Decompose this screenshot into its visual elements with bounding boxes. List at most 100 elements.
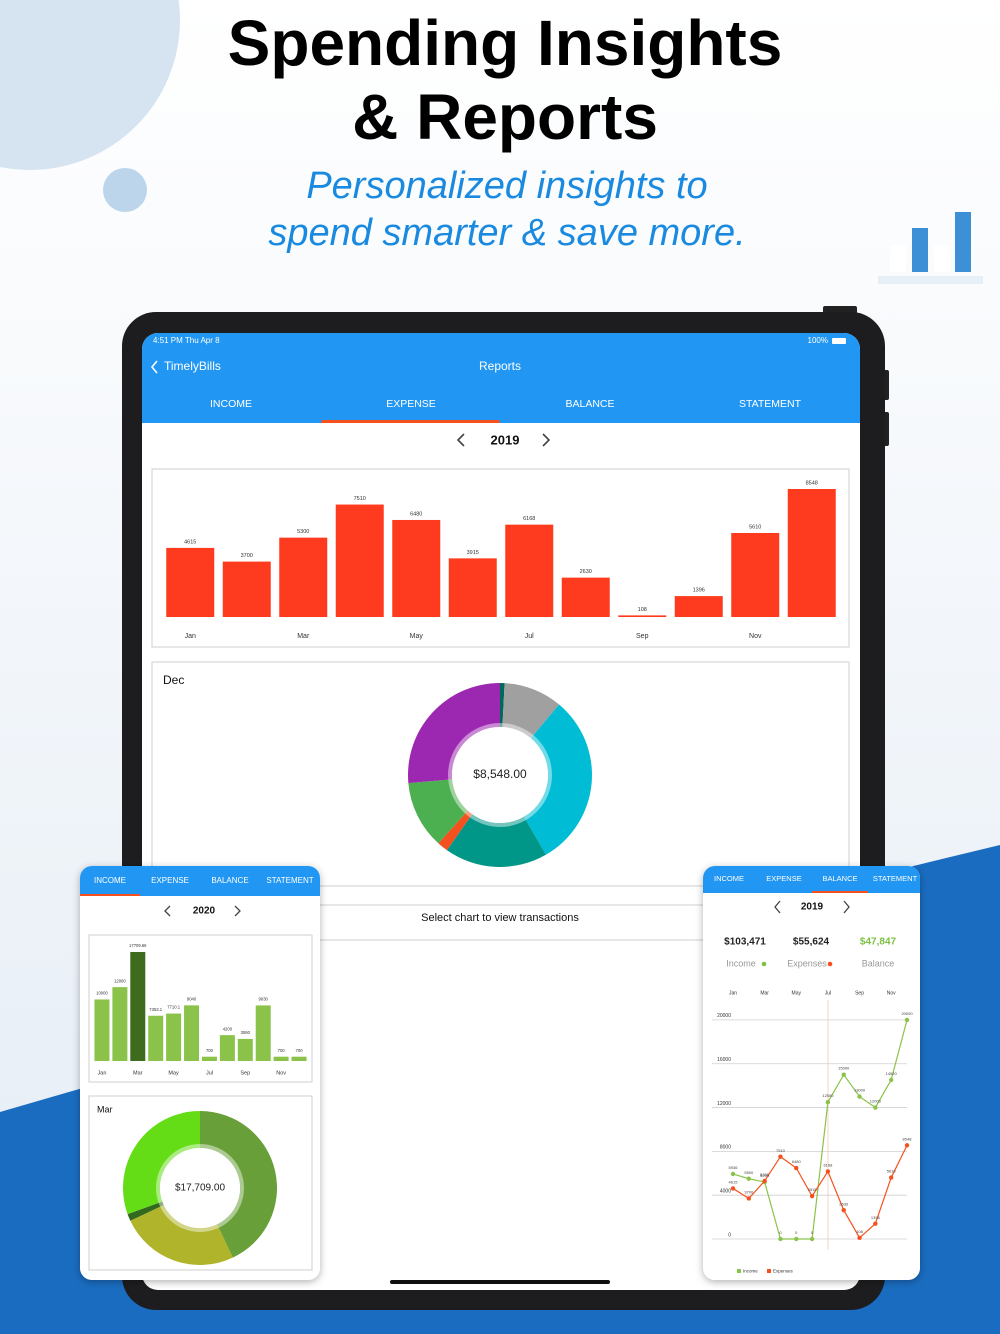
bar-label: 9030: [259, 997, 269, 1002]
donut-slice[interactable]: [502, 683, 560, 739]
point[interactable]: [794, 1236, 799, 1242]
point[interactable]: [904, 1143, 910, 1148]
bar[interactable]: [219, 1035, 235, 1061]
point[interactable]: [762, 1178, 767, 1184]
bar[interactable]: [335, 504, 384, 617]
bar[interactable]: [561, 577, 610, 617]
bar-label: 4200: [223, 1026, 233, 1031]
bar[interactable]: [392, 519, 441, 617]
x-tick-label: May: [410, 633, 424, 640]
donut-slice[interactable]: [127, 1201, 164, 1221]
bar[interactable]: [279, 537, 328, 617]
tab[interactable]: BALANCE: [565, 398, 614, 410]
tab[interactable]: INCOME: [714, 874, 744, 883]
point[interactable]: [841, 1207, 846, 1213]
point-label: 108: [856, 1229, 863, 1234]
point-label: 5500: [744, 1170, 754, 1175]
donut-slice[interactable]: [523, 704, 593, 855]
bar[interactable]: [291, 1056, 307, 1061]
point[interactable]: [888, 1077, 894, 1083]
point[interactable]: [778, 1236, 783, 1242]
point[interactable]: [825, 1099, 831, 1105]
summary-label: Income: [726, 958, 756, 968]
tab[interactable]: INCOME: [210, 398, 252, 410]
bar[interactable]: [618, 615, 667, 617]
donut-slice[interactable]: [438, 810, 473, 851]
donut-slice[interactable]: [122, 1111, 200, 1215]
legend-label: Expenses: [773, 1269, 794, 1274]
point[interactable]: [888, 1175, 894, 1180]
bar-label: 7710.1: [167, 1005, 180, 1010]
tab[interactable]: BALANCE: [211, 876, 248, 885]
bar[interactable]: [237, 1038, 253, 1061]
decor-circle: [0, 0, 180, 170]
tab[interactable]: EXPENSE: [386, 398, 436, 410]
summary-dot: [827, 961, 833, 967]
point[interactable]: [794, 1165, 799, 1171]
point[interactable]: [904, 1017, 910, 1023]
point[interactable]: [730, 1186, 736, 1191]
bar[interactable]: [166, 547, 215, 617]
point-label: 5200: [760, 1173, 770, 1178]
point[interactable]: [825, 1169, 831, 1174]
bar[interactable]: [222, 561, 271, 617]
tab[interactable]: STATEMENT: [266, 876, 313, 885]
next-year[interactable]: [542, 433, 551, 447]
bar[interactable]: [148, 1015, 164, 1061]
donut-slice[interactable]: [200, 1111, 278, 1258]
tab[interactable]: EXPENSE: [766, 874, 801, 883]
bar[interactable]: [674, 596, 723, 617]
donut-slice[interactable]: [446, 814, 546, 867]
bar[interactable]: [448, 558, 497, 617]
bar-label: 10000: [96, 991, 108, 996]
point[interactable]: [857, 1094, 862, 1099]
point[interactable]: [778, 1154, 783, 1159]
tab[interactable]: INCOME: [94, 876, 126, 885]
bar[interactable]: [130, 952, 146, 1061]
bar[interactable]: [731, 532, 780, 617]
point[interactable]: [873, 1221, 878, 1226]
point[interactable]: [809, 1236, 815, 1242]
year: 2019: [491, 432, 520, 447]
donut-slice[interactable]: [408, 779, 468, 844]
bar-label: 700: [206, 1048, 214, 1053]
point[interactable]: [873, 1105, 878, 1110]
donut-slice[interactable]: [130, 1205, 233, 1266]
donut-slice[interactable]: [500, 683, 505, 728]
point-label: 1396: [871, 1215, 881, 1220]
bar[interactable]: [166, 1013, 182, 1061]
tab[interactable]: STATEMENT: [739, 398, 802, 410]
x-tick-label: Sep: [636, 633, 649, 640]
hint: Select chart to view transactions: [421, 912, 579, 924]
x-tick-label: Jan: [729, 990, 737, 996]
x-tick-label: May: [792, 990, 802, 996]
point-label: 4615: [729, 1180, 739, 1185]
bar[interactable]: [184, 1005, 200, 1061]
x-tick-label: Nov: [276, 1070, 286, 1076]
point[interactable]: [841, 1072, 846, 1077]
bar[interactable]: [787, 489, 836, 617]
bar[interactable]: [112, 987, 128, 1061]
point[interactable]: [809, 1193, 815, 1199]
donut-slice[interactable]: [408, 683, 500, 784]
bar[interactable]: [273, 1056, 289, 1061]
point-label: 0: [795, 1230, 798, 1235]
point-label: 15000: [838, 1066, 850, 1071]
prev-year[interactable]: [456, 433, 465, 447]
bar-label: 108: [638, 607, 647, 613]
status-battery: 100%: [808, 336, 828, 345]
x-tick-label: Jul: [206, 1070, 213, 1076]
bar[interactable]: [255, 1005, 271, 1061]
point[interactable]: [746, 1196, 752, 1201]
point[interactable]: [730, 1171, 736, 1177]
tab[interactable]: EXPENSE: [151, 876, 189, 885]
back-button[interactable]: TimelyBills: [164, 359, 221, 373]
point[interactable]: [857, 1235, 862, 1241]
tab[interactable]: BALANCE: [822, 874, 857, 883]
point[interactable]: [746, 1176, 752, 1181]
bar[interactable]: [201, 1056, 217, 1061]
bar[interactable]: [94, 999, 110, 1061]
bar[interactable]: [505, 524, 554, 617]
tab[interactable]: STATEMENT: [873, 874, 918, 883]
title: & Reports: [352, 81, 658, 153]
